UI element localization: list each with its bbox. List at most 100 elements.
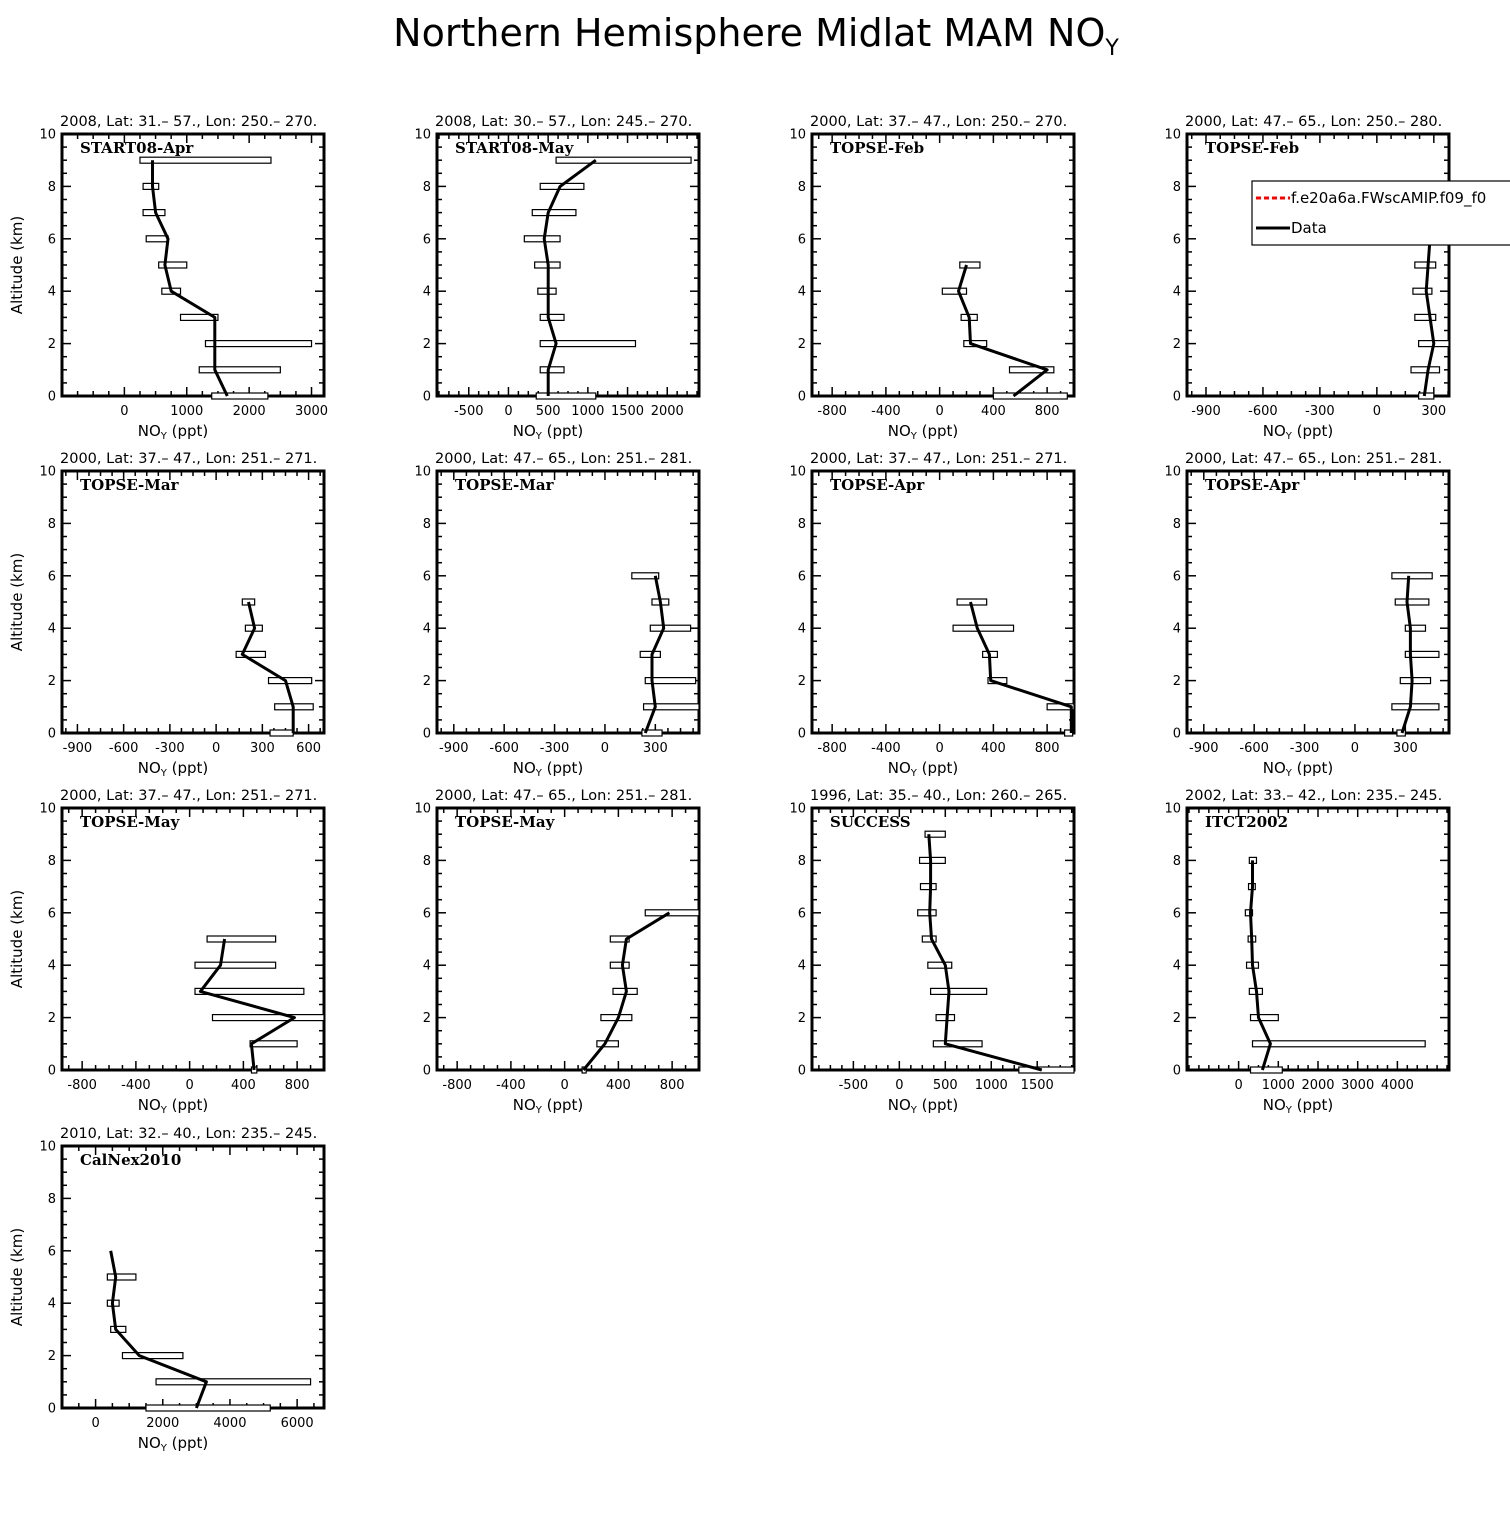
error-box [269,729,294,737]
y-tick-label: 4 [798,959,806,974]
x-tick-label: 300 [250,741,275,756]
error-box [1251,1040,1426,1048]
data-series-line [240,601,295,733]
panel-title: TOPSE-May [80,813,181,831]
panel-2: 2008, Lat: 30.– 57., Lon: 245.– 270. 0 2 4 6… [414,114,701,442]
panel-title: SUCCESS [830,813,911,831]
y-tick-label: 6 [48,1244,56,1259]
x-tick-label: 1000 [975,1078,1008,1093]
plot-frame [435,806,701,1072]
error-box [1396,729,1406,737]
legend: f.e20a6a.FWscAMIP.f09_f0 Data [1251,180,1510,246]
x-tick-label: 2000 [146,1416,179,1431]
error-box [1391,703,1440,711]
y-tick-label: 8 [1173,517,1181,532]
error-box [1418,392,1435,400]
panel-subtitle: 2000, Lat: 37.– 47., Lon: 251.– 271. [60,451,317,467]
plot-frame [60,132,326,398]
error-box [919,882,937,891]
x-tick-label: 0 [1351,741,1359,756]
error-box [106,1273,137,1281]
y-tick-label: 8 [798,854,806,869]
error-box [929,987,988,996]
x-tick-label: -300 [1305,404,1335,419]
y-tick-label: 8 [423,517,431,532]
x-tick-label: 800 [660,1078,685,1093]
panel-10: 2000, Lat: 47.– 65., Lon: 251.– 281. 0 2 4 6… [414,788,701,1116]
y-tick-label: 2 [798,1011,806,1026]
y-tick-label: 2 [1173,674,1181,689]
y-tick-label: 10 [39,802,56,817]
error-box [539,366,565,374]
x-tick-label: 0 [120,404,128,419]
error-box [639,650,661,659]
error-box [158,261,188,269]
y-tick-label: 6 [1173,906,1181,921]
data-series-line [969,601,1073,733]
data-series-line [582,911,671,1071]
x-tick-label: -300 [155,741,185,756]
panel-7: 2000, Lat: 37.– 47., Lon: 251.– 271. 0 2 4 6… [789,451,1076,779]
plot-frame [810,132,1076,398]
y-tick-label: 4 [48,1297,56,1312]
x-tick-label: 0 [561,1078,569,1093]
panel-subtitle: 2010, Lat: 32.– 40., Lon: 235.– 245. [60,1126,317,1142]
x-axis-label: NOY (ppt) [513,422,584,442]
y-tick-label: 6 [798,569,806,584]
legend-label: f.e20a6a.FWscAMIP.f09_f0 [1291,189,1486,208]
error-box [531,209,577,217]
x-tick-label: 2000 [233,404,266,419]
y-tick-label: 4 [48,622,56,637]
error-box [918,856,946,865]
y-tick-label: 10 [789,802,806,817]
y-tick-label: 2 [48,674,56,689]
plot-frame [435,132,701,398]
x-axis-label: NOY (ppt) [513,1096,584,1116]
y-tick-label: 2 [48,1349,56,1364]
y-tick-label: 4 [798,622,806,637]
panel-title: TOPSE-Mar [80,476,180,494]
error-box [204,340,313,348]
x-tick-label: -600 [109,741,139,756]
y-tick-label: 8 [423,854,431,869]
error-box [121,1351,184,1360]
panel-title: START08-May [455,139,575,157]
x-tick-label: -800 [817,741,847,756]
error-box [1391,572,1433,580]
x-tick-label: 1000 [571,404,604,419]
y-tick-label: 6 [48,232,56,247]
data-series-line [151,160,229,397]
y-tick-label: 8 [423,180,431,195]
x-tick-label: 3000 [295,404,328,419]
x-tick-label: -800 [67,1078,97,1093]
y-tick-label: 8 [1173,180,1181,195]
y-tick-label: 0 [1173,390,1181,405]
error-box [1410,366,1441,374]
x-tick-label: -400 [121,1078,151,1093]
x-tick-label: 0 [91,1416,99,1431]
panel-11: 1996, Lat: 35.– 40., Lon: 260.– 265. 0 2 4 6… [789,788,1076,1116]
y-tick-label: 2 [1173,337,1181,352]
x-tick-label: 400 [981,741,1006,756]
data-series-line [1249,860,1272,1071]
x-axis-label: NOY (ppt) [138,1434,209,1454]
error-box [142,182,160,190]
y-tick-label: 2 [423,337,431,352]
x-tick-label: -900 [439,741,469,756]
error-box [145,235,169,243]
data-series-line [1422,238,1436,397]
y-tick-label: 0 [798,727,806,742]
x-tick-label: -400 [871,741,901,756]
y-tick-label: 4 [1173,622,1181,637]
error-box [1394,598,1430,606]
panel-subtitle: 2000, Lat: 47.– 65., Lon: 250.– 280. [1185,114,1442,130]
y-axis-label: Altitude (km) [8,553,26,651]
x-tick-label: 0 [1234,1078,1242,1093]
y-tick-label: 10 [39,128,56,143]
figure-title: Northern Hemisphere Midlat MAM NOY [393,11,1119,61]
y-tick-label: 0 [423,1064,431,1079]
x-tick-label: 1500 [611,404,644,419]
x-tick-label: 0 [504,404,512,419]
y-tick-label: 2 [423,1011,431,1026]
y-axis-label: Altitude (km) [8,1228,26,1326]
